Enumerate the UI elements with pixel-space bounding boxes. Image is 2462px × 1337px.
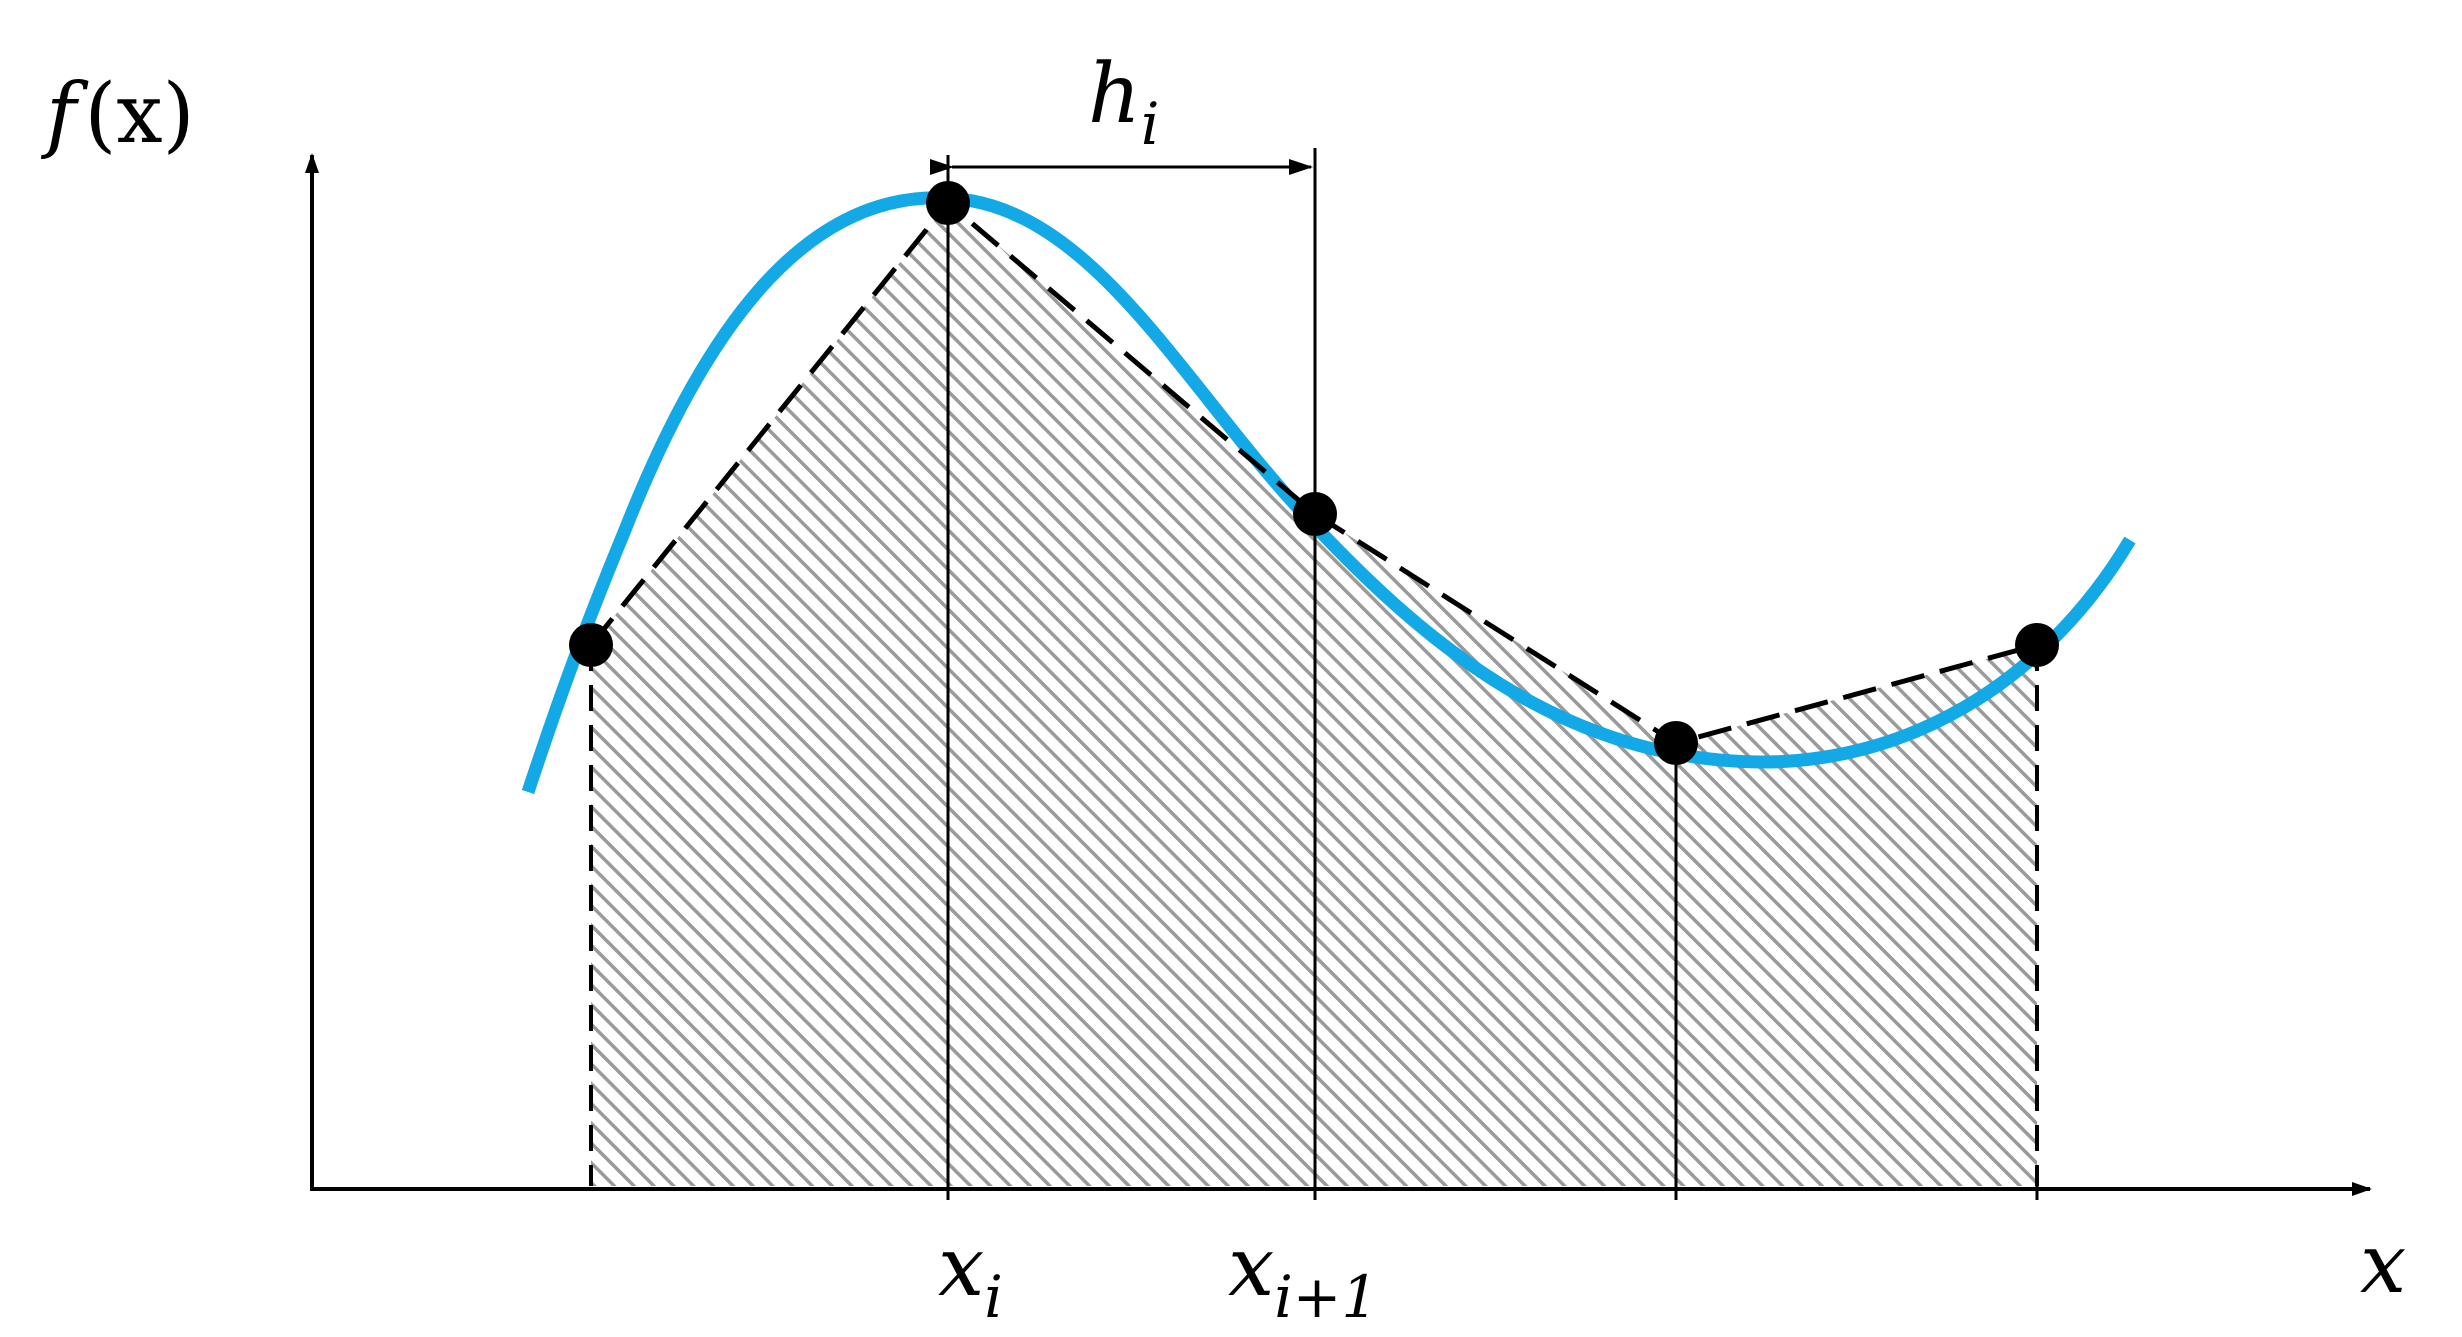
node-point-4 bbox=[2015, 623, 2059, 667]
h-i-label: hi bbox=[1088, 47, 1159, 158]
node-point-3 bbox=[1654, 721, 1698, 765]
linear-interpolant-dashed bbox=[589, 199, 2038, 746]
node-point-0 bbox=[569, 623, 613, 667]
y-axis-label: f(x) bbox=[40, 67, 195, 162]
node-point-x-i bbox=[926, 181, 970, 225]
function-curve bbox=[521, 191, 2136, 795]
x-i-label: xi bbox=[938, 1220, 1003, 1331]
x-axis-label: x bbox=[2360, 1217, 2406, 1312]
x-i1-label: xi+1 bbox=[1228, 1220, 1378, 1331]
node-point-x-i1 bbox=[1293, 492, 1337, 536]
